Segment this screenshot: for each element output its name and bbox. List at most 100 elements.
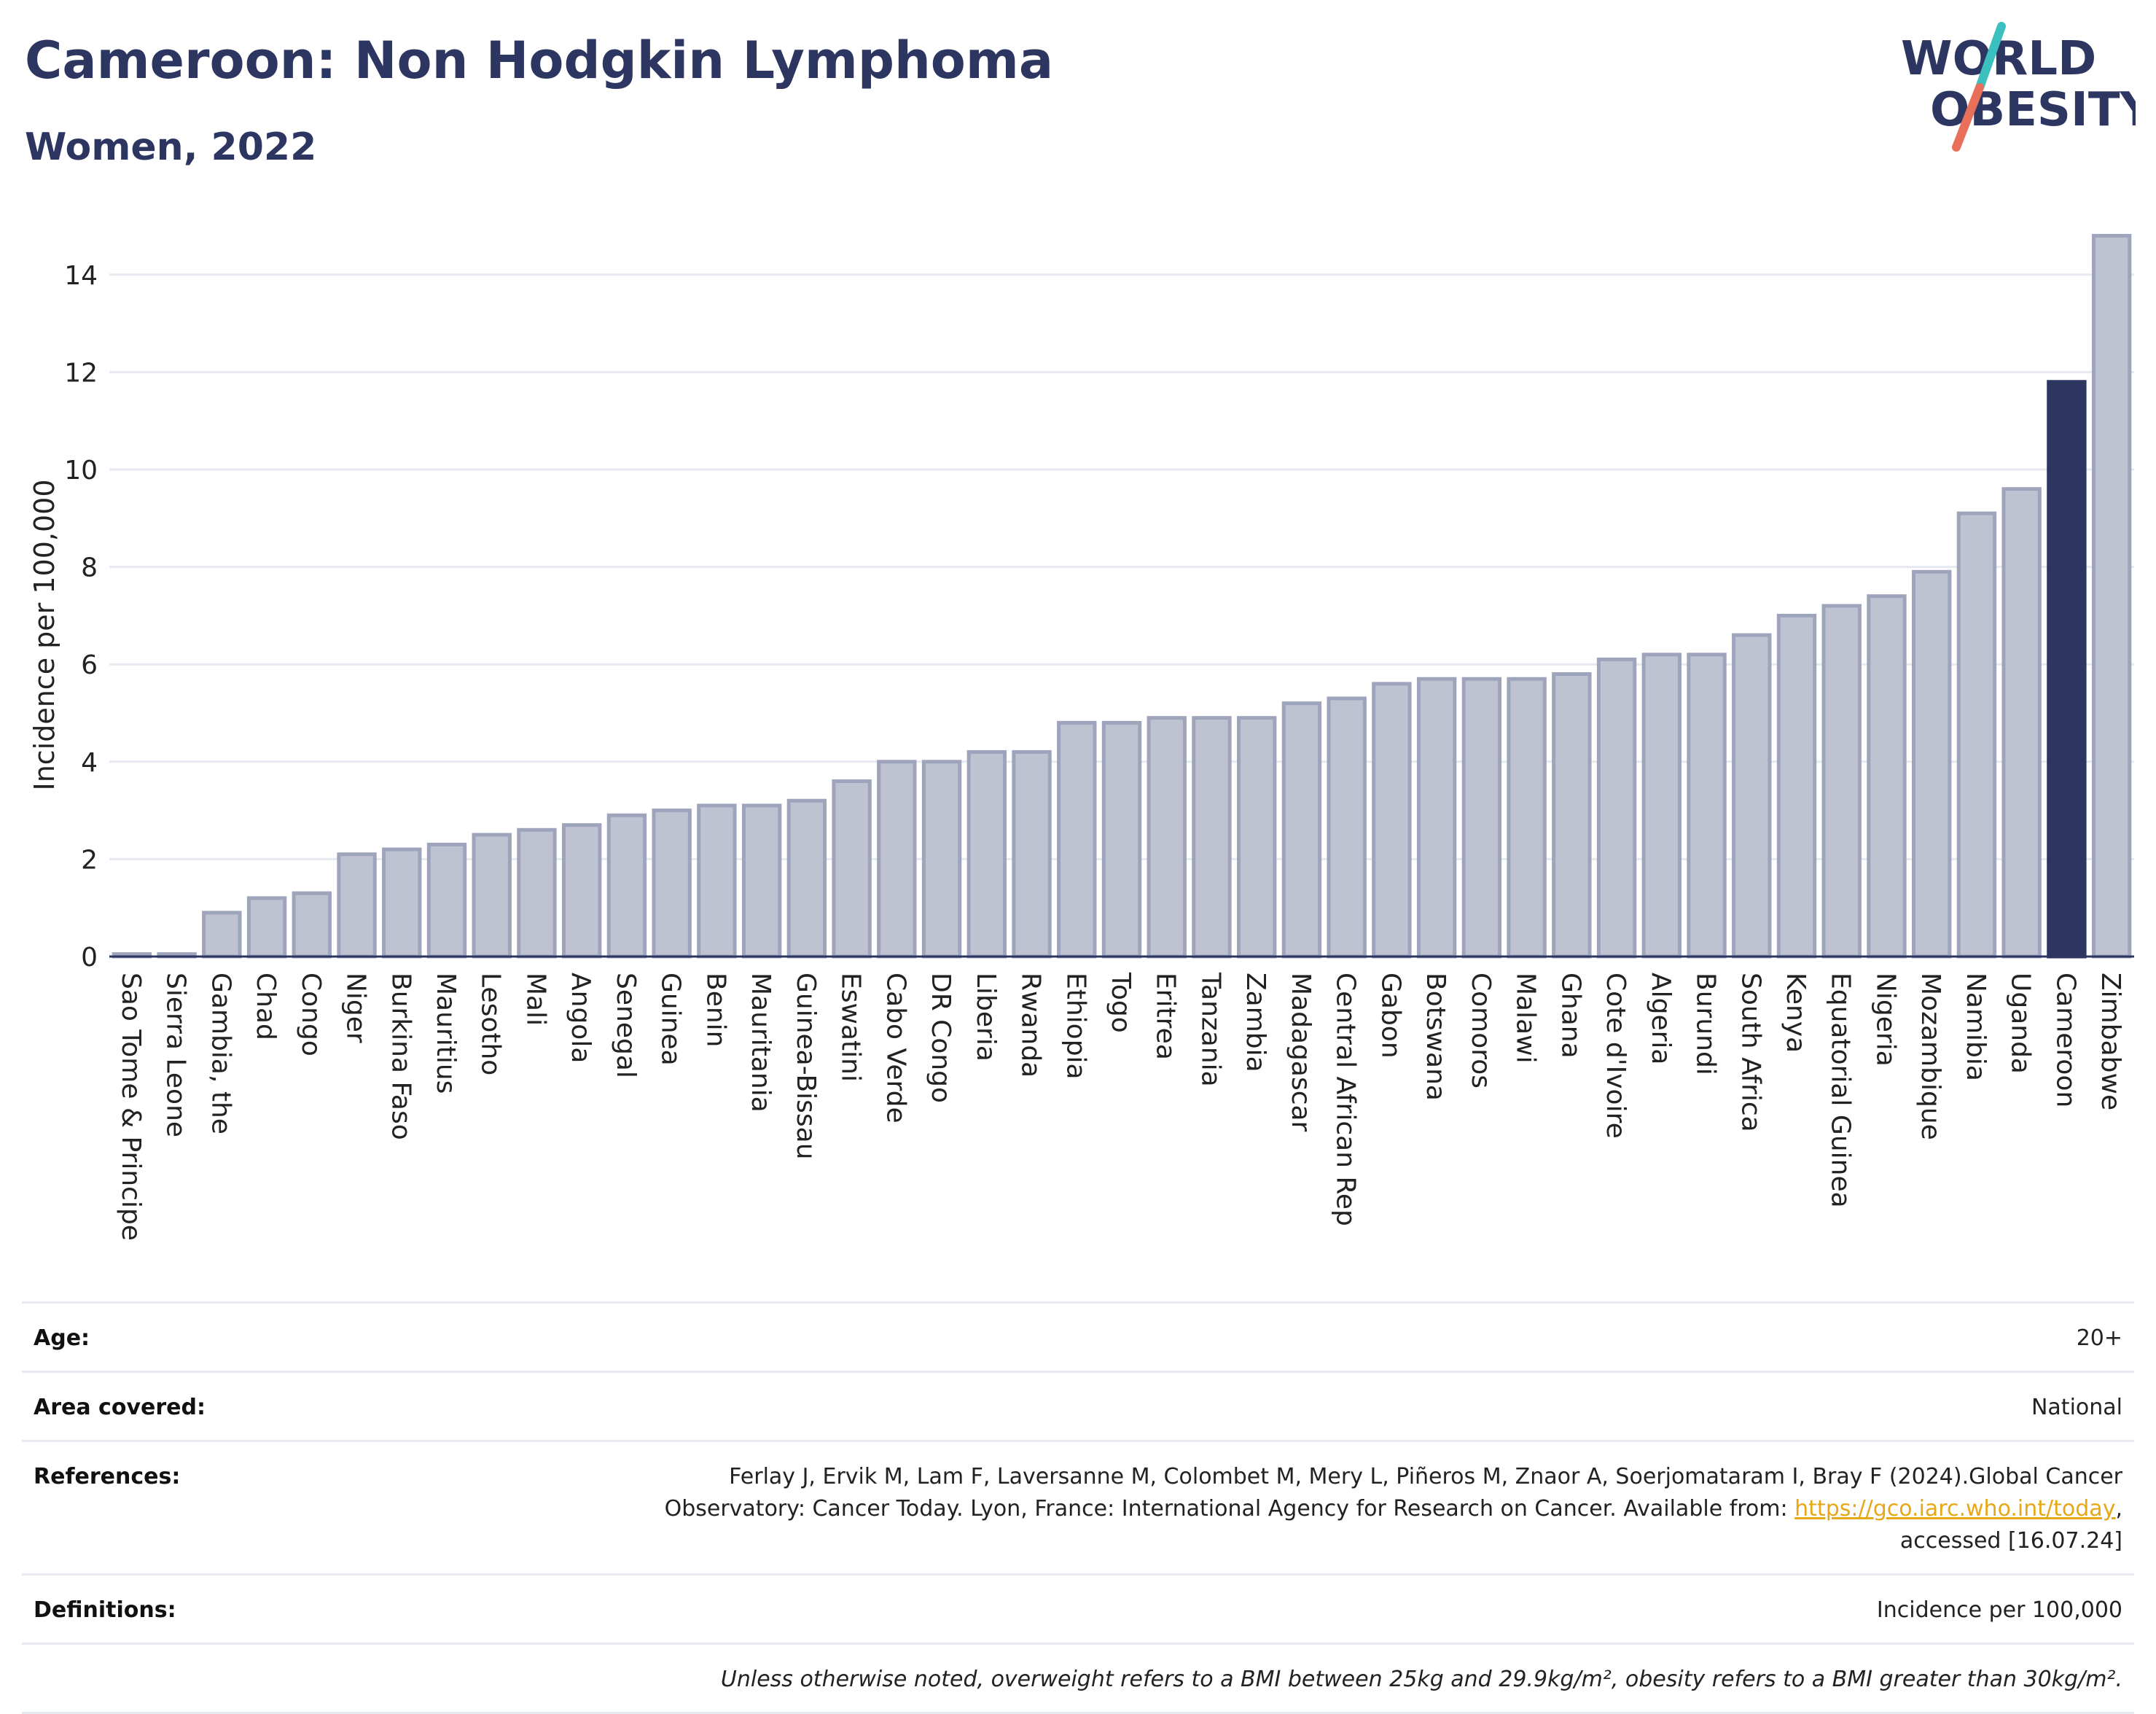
x-tick-label: Algeria	[1646, 973, 1676, 1065]
logo-slash-teal	[1975, 22, 2006, 92]
x-tick-label: Uganda	[2006, 973, 2036, 1074]
x-tick-label: Eritrea	[1151, 973, 1181, 1060]
bar-comoros	[1461, 677, 1502, 959]
x-tick-label: South Africa	[1735, 973, 1765, 1132]
x-tick-label: Zambia	[1241, 973, 1270, 1072]
x-tick-label: Sao Tome & Principe	[116, 973, 146, 1241]
bar-algeria	[1641, 653, 1682, 959]
bar-south-africa	[1732, 633, 1772, 959]
x-tick-label: Madagascar	[1286, 973, 1316, 1132]
x-tick-label: Gambia, the	[206, 973, 235, 1134]
page-title: Cameroon: Non Hodgkin Lymphoma	[25, 31, 1054, 90]
x-tick-label: Togo	[1106, 972, 1136, 1033]
bar-rwanda	[1012, 749, 1052, 959]
bar-burkina-faso	[382, 847, 422, 959]
x-tick-label: Guinea-Bissau	[791, 973, 821, 1160]
definitions-value: Incidence per 100,000	[483, 1573, 2134, 1644]
world-obesity-logo: WORLD OBESITY	[1901, 22, 2136, 152]
bar-central-african-rep	[1327, 696, 1367, 959]
bar-togo	[1101, 720, 1142, 959]
bar-benin	[697, 803, 737, 959]
y-tick-label: 6	[81, 650, 98, 680]
bar-burundi	[1687, 653, 1727, 959]
x-tick-label: DR Congo	[926, 973, 956, 1103]
y-tick-label: 10	[64, 456, 98, 486]
references-link[interactable]: https://gco.iarc.who.int/today	[1794, 1496, 2116, 1522]
references-text-2: Observatory: Cancer Today. Lyon, France:…	[664, 1496, 1795, 1522]
references-label: References:	[22, 1440, 483, 1575]
bar-mauritius	[426, 842, 467, 959]
bar-nigeria	[1867, 594, 1907, 959]
age-row: Age: 20+	[22, 1301, 2134, 1372]
references-row: References: Ferlay J, Ervik M, Lam F, La…	[22, 1440, 2134, 1575]
axes: 0 2 4 6 8 10 12 14 Sao Tome & Principe Sierra Leo…	[64, 261, 2134, 1241]
x-tick-label: Rwanda	[1016, 973, 1046, 1078]
x-tick-label: Mauritius	[431, 973, 461, 1094]
bar-ethiopia	[1057, 720, 1097, 959]
page-subtitle: Women, 2022	[25, 125, 317, 169]
x-tick-label: Cameroon	[2050, 973, 2080, 1107]
x-tick-label: Liberia	[971, 973, 1001, 1061]
x-tick-label: Congo	[296, 973, 326, 1056]
bar-cabo-verde	[877, 760, 917, 959]
bar-botswana	[1416, 677, 1457, 959]
x-tick-label: Guinea	[656, 973, 686, 1066]
bar-senegal	[606, 813, 647, 959]
x-tick-label: Gabon	[1375, 973, 1405, 1059]
x-tick-label: Central African Rep	[1331, 973, 1361, 1226]
y-tick-label: 8	[81, 553, 98, 583]
x-tick-label: Senegal	[611, 973, 641, 1078]
bar-kenya	[1776, 613, 1817, 959]
x-tick-label: Niger	[341, 973, 371, 1043]
x-tick-label: Botswana	[1421, 973, 1450, 1101]
references-text-1: Ferlay J, Ervik M, Lam F, Laversanne M, …	[729, 1464, 2122, 1489]
bar-lesotho	[472, 833, 512, 959]
bar-eritrea	[1147, 716, 1187, 959]
x-tick-label: Sierra Leone	[161, 973, 191, 1137]
x-tick-label: Malawi	[1511, 973, 1541, 1064]
references-value: Ferlay J, Ervik M, Lam F, Laversanne M, …	[483, 1440, 2134, 1575]
area-row: Area covered: National	[22, 1371, 2134, 1441]
x-tick-label: Zimbabwe	[2096, 973, 2125, 1110]
bar-congo	[292, 891, 332, 959]
bar-uganda	[2001, 487, 2042, 959]
definitions-label: Definitions:	[22, 1573, 483, 1644]
note-row: Unless otherwise noted, overweight refer…	[22, 1643, 2134, 1714]
bar-dr-congo	[921, 760, 962, 959]
bar-niger	[337, 852, 377, 959]
x-tick-label: Mozambique	[1915, 973, 1945, 1140]
bar-chad	[246, 896, 287, 959]
metadata-table: Age: 20+ Area covered: National Referenc…	[22, 1301, 2134, 1714]
bar-ghana	[1552, 672, 1592, 959]
bar-equatorial-guinea	[1821, 604, 1862, 959]
x-tick-label: Eswatini	[836, 973, 866, 1082]
bar-angola	[562, 823, 602, 959]
age-label: Age:	[22, 1301, 483, 1372]
x-tick-label: Mauritania	[746, 973, 776, 1113]
bar-namibia	[1956, 511, 1997, 959]
bars	[112, 233, 2132, 959]
y-tick-label: 2	[81, 845, 98, 875]
bar-liberia	[966, 749, 1007, 959]
x-tick-label: Chad	[251, 973, 281, 1040]
bar-cote-d-ivoire	[1596, 658, 1637, 959]
bar-eswatini	[832, 779, 872, 959]
area-label: Area covered:	[22, 1371, 483, 1441]
x-tick-label: Comoros	[1466, 973, 1496, 1088]
bar-guinea	[652, 809, 692, 959]
x-tick-label: Burkina Faso	[386, 973, 415, 1140]
x-tick-label: Benin	[700, 973, 730, 1047]
x-tick-label: Equatorial Guinea	[1826, 973, 1856, 1208]
y-tick-label: 4	[81, 748, 98, 778]
bar-mozambique	[1912, 569, 1952, 959]
bar-gambia-the	[202, 911, 242, 959]
bar-mauritania	[741, 803, 782, 959]
logo-slash-coral	[1952, 83, 1984, 152]
x-tick-label: Tanzania	[1195, 972, 1225, 1087]
definitions-row: Definitions: Incidence per 100,000	[22, 1573, 2134, 1644]
references-text-3: ,	[2115, 1496, 2122, 1522]
bar-madagascar	[1281, 701, 1322, 959]
x-tick-label: Angola	[566, 973, 595, 1063]
age-value: 20+	[483, 1301, 2134, 1372]
bar-guinea-bissau	[786, 798, 827, 959]
